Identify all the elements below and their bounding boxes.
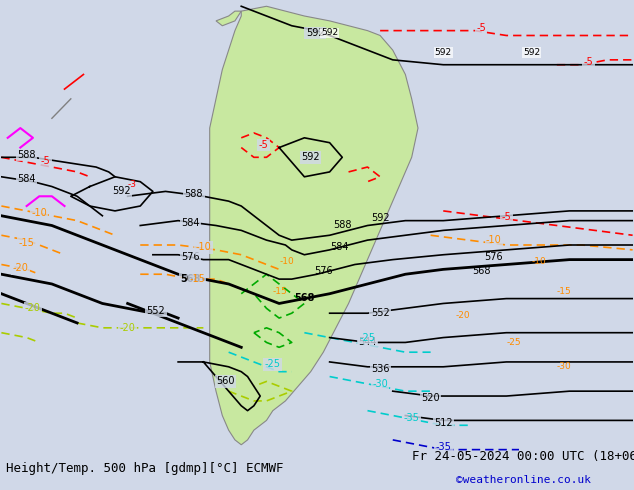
Text: -20: -20 [13,264,29,273]
Text: -10: -10 [486,235,501,245]
Text: 576: 576 [484,252,503,262]
Text: 576: 576 [181,252,200,262]
Polygon shape [216,11,242,26]
Text: -25: -25 [507,338,521,347]
Text: -5: -5 [41,156,51,166]
Text: -10: -10 [195,243,211,252]
Text: -5: -5 [476,23,486,33]
Text: -15: -15 [273,287,288,296]
Text: 592: 592 [306,28,325,38]
Text: -25: -25 [359,333,375,343]
Text: ©weatheronline.co.uk: ©weatheronline.co.uk [456,475,592,485]
Text: 520: 520 [422,393,440,403]
Text: -35: -35 [436,442,451,452]
Text: -35: -35 [404,413,420,423]
Text: -15: -15 [18,238,35,247]
Text: 552: 552 [146,306,165,316]
Text: -25: -25 [265,359,281,369]
Text: 512: 512 [434,418,453,428]
Text: -20: -20 [120,323,136,333]
Text: 568: 568 [472,266,490,276]
Text: -10: -10 [532,257,547,267]
Text: 544: 544 [358,338,377,347]
Text: 552: 552 [371,308,389,318]
Text: 568: 568 [294,293,314,303]
Text: 584: 584 [17,174,36,184]
Text: 560: 560 [216,376,235,387]
Text: 588: 588 [184,189,203,199]
Text: -20: -20 [25,303,41,313]
Text: 584: 584 [181,218,200,228]
Text: -30: -30 [372,379,388,389]
Text: 568: 568 [181,274,201,284]
Text: 592: 592 [112,186,131,196]
Text: 536: 536 [371,364,389,374]
Text: -5: -5 [583,57,593,67]
Text: -5: -5 [501,212,511,222]
Text: -30: -30 [557,362,572,371]
Text: 588: 588 [17,150,36,160]
Text: -3: -3 [127,179,137,189]
Text: -10: -10 [32,208,47,219]
Text: 592: 592 [523,48,540,57]
Text: 588: 588 [333,220,351,230]
Text: Fr 24-05-2024 00:00 UTC (18+06): Fr 24-05-2024 00:00 UTC (18+06) [412,450,634,463]
Text: -15: -15 [557,287,572,296]
Text: Height/Temp. 500 hPa [gdmp][°C] ECMWF: Height/Temp. 500 hPa [gdmp][°C] ECMWF [6,462,284,475]
Polygon shape [210,6,418,445]
Text: -20: -20 [456,311,470,320]
Text: 592: 592 [301,152,320,162]
Text: 592: 592 [321,28,338,38]
Text: -10: -10 [279,257,294,267]
Text: -15: -15 [189,274,205,284]
Text: 576: 576 [314,266,333,276]
Text: 592: 592 [435,48,452,57]
Text: 584: 584 [330,242,348,252]
Text: 592: 592 [371,213,389,222]
Text: -5: -5 [259,140,268,150]
